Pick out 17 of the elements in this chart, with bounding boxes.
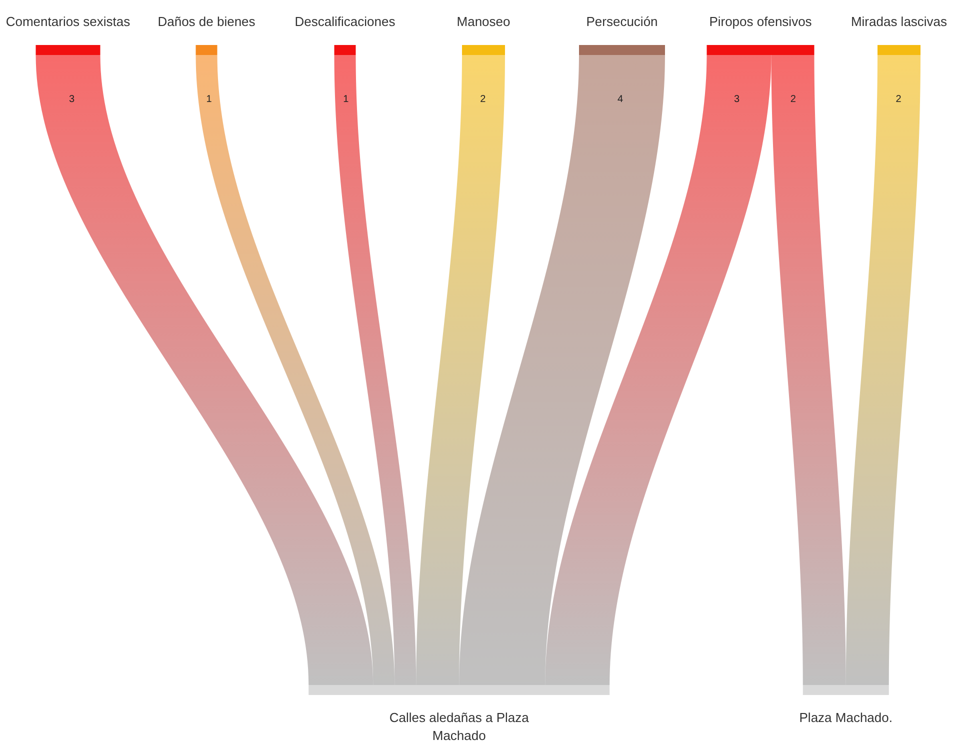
category-label: Comentarios sexistas	[6, 14, 131, 29]
series-label: Plaza Machado.	[799, 710, 892, 725]
category-label: Piropos ofensivos	[709, 14, 812, 29]
data-label: 1	[206, 94, 212, 106]
category-label: Daños de bienes	[158, 14, 256, 29]
data-label: 2	[480, 94, 486, 106]
series-label: Calles aledañas a Plaza Machado	[389, 710, 530, 743]
category-label: Miradas lascivas	[850, 14, 948, 29]
data-label: 2	[896, 94, 902, 106]
category-label: Manoseo	[456, 14, 510, 29]
category-label: Descalificaciones	[294, 14, 396, 29]
data-label: 2	[790, 94, 796, 106]
data-label: 1	[343, 94, 350, 106]
data-label: 3	[734, 94, 740, 106]
data-label: 3	[69, 94, 76, 106]
category-label: Persecución	[586, 14, 658, 29]
data-label: 4	[618, 94, 624, 106]
